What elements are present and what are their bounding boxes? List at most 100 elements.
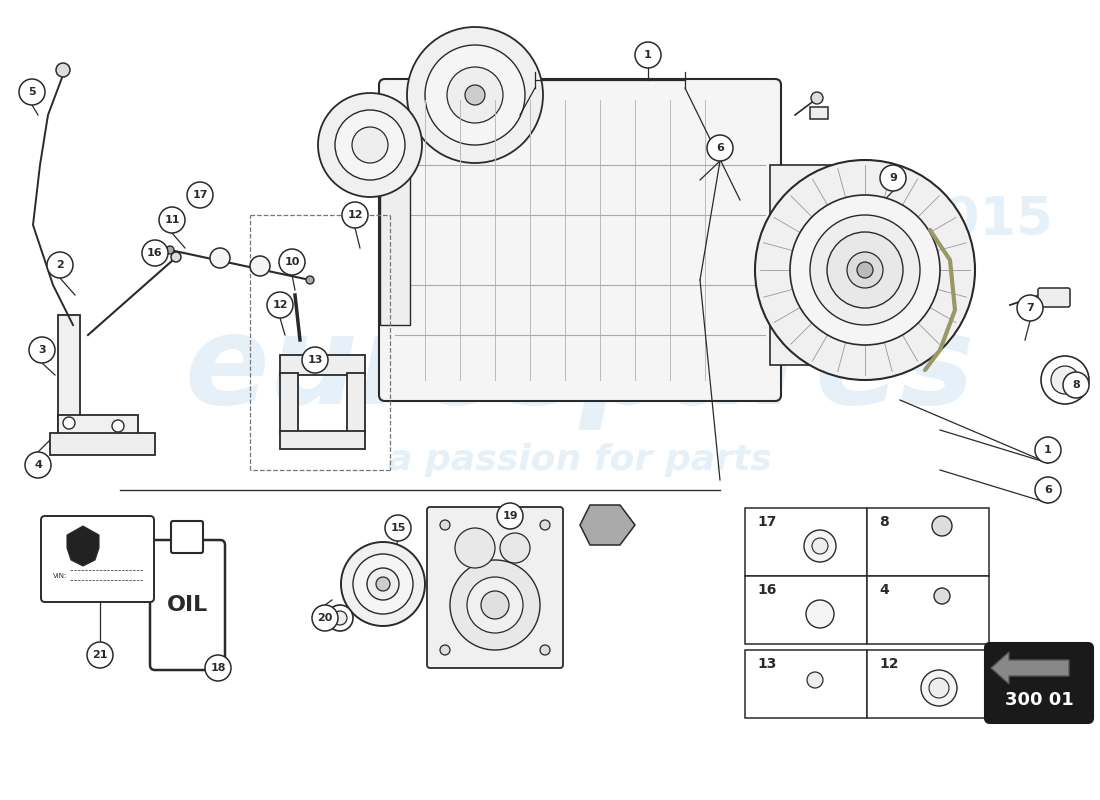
Bar <box>770 165 870 365</box>
Bar <box>745 576 867 644</box>
Text: 11: 11 <box>164 215 179 225</box>
Polygon shape <box>991 652 1069 684</box>
Circle shape <box>812 538 828 554</box>
Text: 17: 17 <box>757 515 777 529</box>
Circle shape <box>385 515 411 541</box>
FancyBboxPatch shape <box>1038 288 1070 307</box>
Bar <box>745 508 867 576</box>
Text: 12: 12 <box>879 657 899 671</box>
Text: 5: 5 <box>29 87 36 97</box>
Circle shape <box>333 611 346 625</box>
Circle shape <box>342 202 369 228</box>
Text: 300 01: 300 01 <box>1004 691 1074 709</box>
Circle shape <box>112 420 124 432</box>
Bar <box>58 315 80 435</box>
Circle shape <box>341 542 425 626</box>
Circle shape <box>921 670 957 706</box>
Circle shape <box>29 337 55 363</box>
Text: OIL: OIL <box>166 595 208 615</box>
Circle shape <box>318 93 422 197</box>
Circle shape <box>755 160 975 380</box>
Text: VIN:: VIN: <box>53 573 67 579</box>
Circle shape <box>468 577 522 633</box>
Circle shape <box>1018 295 1043 321</box>
Text: 13: 13 <box>307 355 322 365</box>
Circle shape <box>847 252 883 288</box>
FancyBboxPatch shape <box>41 516 154 602</box>
Text: 2: 2 <box>56 260 64 270</box>
Circle shape <box>47 252 73 278</box>
Circle shape <box>336 110 405 180</box>
Text: 21: 21 <box>92 650 108 660</box>
Bar <box>346 373 365 433</box>
Polygon shape <box>67 526 99 566</box>
Text: 20: 20 <box>317 613 332 623</box>
Circle shape <box>19 79 45 105</box>
Text: 16: 16 <box>757 583 777 597</box>
Circle shape <box>267 292 293 318</box>
Circle shape <box>804 530 836 562</box>
Circle shape <box>930 678 949 698</box>
Circle shape <box>540 520 550 530</box>
Circle shape <box>1050 366 1079 394</box>
Text: 18: 18 <box>210 663 225 673</box>
Circle shape <box>56 63 70 77</box>
Text: 12: 12 <box>273 300 288 310</box>
Text: 4: 4 <box>879 583 889 597</box>
Circle shape <box>306 276 313 284</box>
Circle shape <box>635 42 661 68</box>
Text: 10: 10 <box>284 257 299 267</box>
Circle shape <box>63 417 75 429</box>
Circle shape <box>1041 356 1089 404</box>
Bar <box>280 373 298 433</box>
Circle shape <box>806 600 834 628</box>
Text: 1: 1 <box>645 50 652 60</box>
Circle shape <box>142 240 168 266</box>
Bar <box>50 433 155 455</box>
Text: 1: 1 <box>1044 445 1052 455</box>
Bar <box>280 431 365 449</box>
Circle shape <box>250 256 270 276</box>
Circle shape <box>353 554 412 614</box>
Circle shape <box>540 645 550 655</box>
Text: 13: 13 <box>757 657 777 671</box>
Bar <box>867 508 989 576</box>
Text: 9: 9 <box>889 173 896 183</box>
Bar <box>280 355 365 375</box>
Text: 12: 12 <box>348 210 363 220</box>
Circle shape <box>500 533 530 563</box>
Text: 16: 16 <box>147 248 163 258</box>
Circle shape <box>1035 437 1062 463</box>
Circle shape <box>465 85 485 105</box>
Text: eurospares: eurospares <box>185 310 975 430</box>
Bar <box>867 576 989 644</box>
Circle shape <box>352 127 388 163</box>
Bar <box>810 107 828 119</box>
Text: 8: 8 <box>879 515 889 529</box>
Circle shape <box>790 195 940 345</box>
Circle shape <box>932 516 952 536</box>
Circle shape <box>1063 372 1089 398</box>
Circle shape <box>367 568 399 600</box>
Circle shape <box>811 92 823 104</box>
Circle shape <box>857 262 873 278</box>
Bar <box>379 145 410 325</box>
FancyBboxPatch shape <box>427 507 563 668</box>
Circle shape <box>166 246 174 254</box>
Circle shape <box>934 588 950 604</box>
Bar <box>867 650 989 718</box>
FancyBboxPatch shape <box>170 521 204 553</box>
Circle shape <box>210 248 230 268</box>
Text: 8: 8 <box>1072 380 1080 390</box>
Text: 17: 17 <box>192 190 208 200</box>
Circle shape <box>170 252 182 262</box>
Circle shape <box>312 605 338 631</box>
FancyBboxPatch shape <box>984 643 1093 723</box>
Circle shape <box>807 672 823 688</box>
Circle shape <box>880 165 906 191</box>
Text: 15: 15 <box>390 523 406 533</box>
Circle shape <box>440 520 450 530</box>
Circle shape <box>1035 477 1062 503</box>
Circle shape <box>455 528 495 568</box>
Circle shape <box>279 249 305 275</box>
